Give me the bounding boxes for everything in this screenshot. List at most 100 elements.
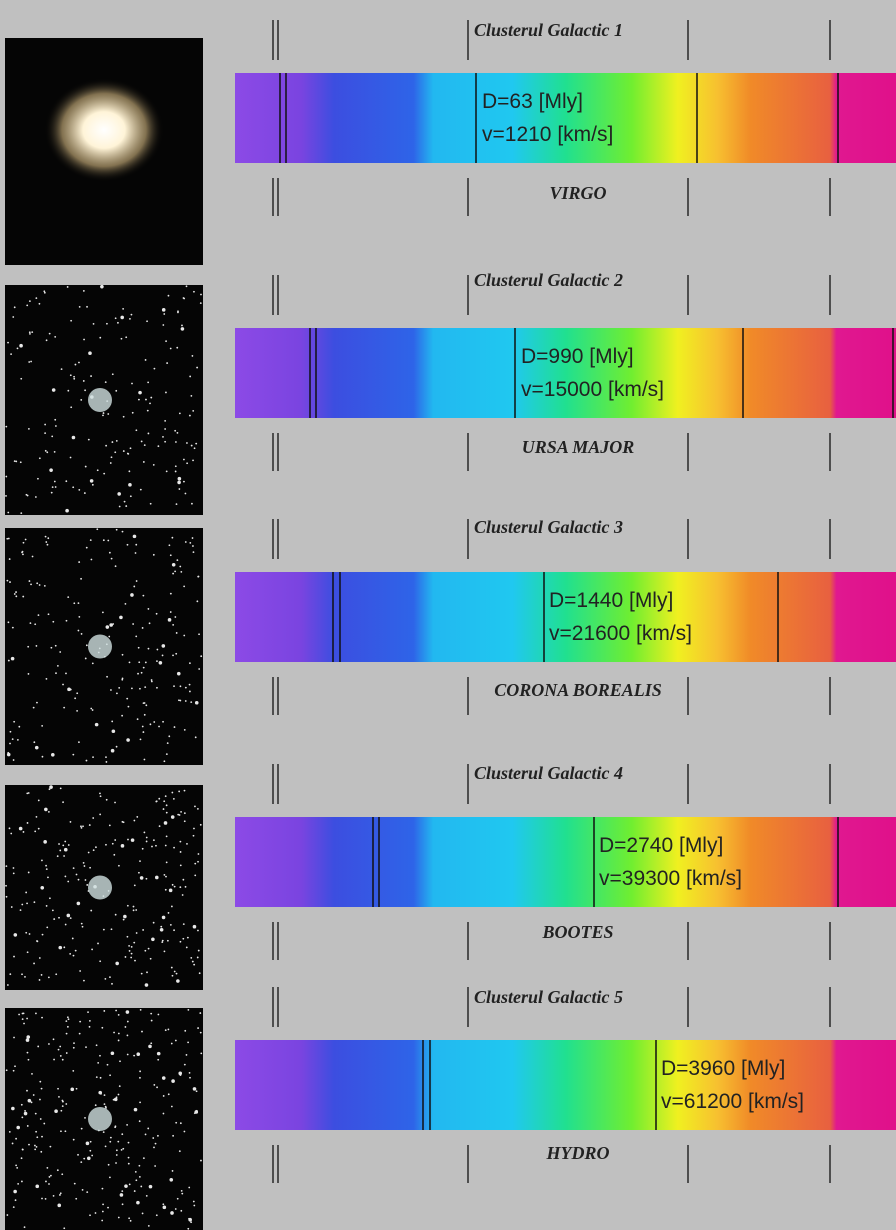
star (18, 1014, 20, 1016)
star (126, 1124, 128, 1126)
star (118, 1217, 120, 1219)
spectrum (235, 572, 896, 662)
star (138, 399, 140, 401)
star (193, 1205, 195, 1207)
star (107, 1064, 109, 1066)
star (26, 304, 28, 306)
star (168, 295, 170, 297)
star (162, 916, 166, 920)
star (136, 580, 138, 582)
star (181, 1193, 183, 1195)
star (136, 1052, 140, 1056)
star (127, 1035, 129, 1037)
star (150, 1013, 152, 1015)
star (57, 1204, 61, 1208)
star (57, 855, 59, 857)
star (78, 741, 80, 743)
star (93, 849, 95, 851)
star (31, 1101, 33, 1103)
star (9, 827, 11, 829)
star (122, 531, 124, 533)
star (136, 1201, 140, 1205)
star (125, 336, 127, 338)
star (84, 865, 86, 867)
velocity: v=39300 [km/s] (599, 867, 742, 890)
star (97, 469, 99, 471)
star (22, 1149, 24, 1151)
star (17, 347, 19, 349)
star (106, 761, 108, 763)
star (113, 1032, 115, 1034)
star (60, 1130, 62, 1132)
star (12, 627, 14, 629)
star (200, 824, 202, 826)
star (195, 443, 197, 445)
star (57, 1169, 59, 1171)
star (184, 790, 186, 792)
star (13, 956, 15, 958)
star (52, 909, 54, 911)
star (166, 835, 168, 837)
star (141, 672, 143, 674)
star (29, 333, 31, 335)
star (58, 1096, 60, 1098)
star (70, 821, 72, 823)
star (70, 457, 72, 459)
star (67, 596, 69, 598)
star (50, 647, 52, 649)
star (116, 1149, 118, 1151)
star (21, 973, 23, 975)
star (83, 380, 85, 382)
star (52, 486, 54, 488)
velocity: v=21600 [km/s] (549, 622, 692, 645)
star (74, 697, 76, 699)
star (128, 1142, 130, 1144)
star (198, 950, 200, 952)
star (151, 679, 153, 681)
spectrum (235, 817, 896, 907)
star (178, 1072, 182, 1076)
star (120, 1193, 124, 1197)
star (116, 746, 118, 748)
star (103, 929, 105, 931)
star (175, 471, 177, 473)
star (35, 746, 39, 750)
star (189, 662, 191, 664)
star (165, 845, 167, 847)
star (168, 912, 170, 914)
star (121, 1133, 123, 1135)
star (189, 1077, 191, 1079)
star (39, 957, 41, 959)
star (176, 559, 178, 561)
star (58, 917, 60, 919)
star (12, 738, 14, 740)
star (54, 481, 56, 483)
star (62, 1100, 64, 1102)
star (142, 848, 144, 850)
star (181, 327, 185, 331)
star (175, 441, 177, 443)
star (63, 707, 65, 709)
star (39, 1099, 41, 1101)
star (153, 839, 155, 841)
star (113, 854, 115, 856)
star (122, 677, 124, 679)
star (62, 1059, 64, 1061)
star (81, 827, 83, 829)
star (114, 802, 116, 804)
star (70, 917, 72, 919)
star (174, 726, 176, 728)
star (145, 662, 147, 664)
star (13, 1037, 15, 1039)
star (89, 867, 91, 869)
cluster-name: VIRGO (549, 183, 606, 203)
star (179, 413, 181, 415)
star (36, 582, 38, 584)
star (170, 348, 172, 350)
star (118, 1040, 120, 1042)
star (186, 947, 188, 949)
star (164, 420, 166, 422)
star (91, 949, 93, 951)
star (23, 1023, 25, 1025)
star (28, 1059, 30, 1061)
